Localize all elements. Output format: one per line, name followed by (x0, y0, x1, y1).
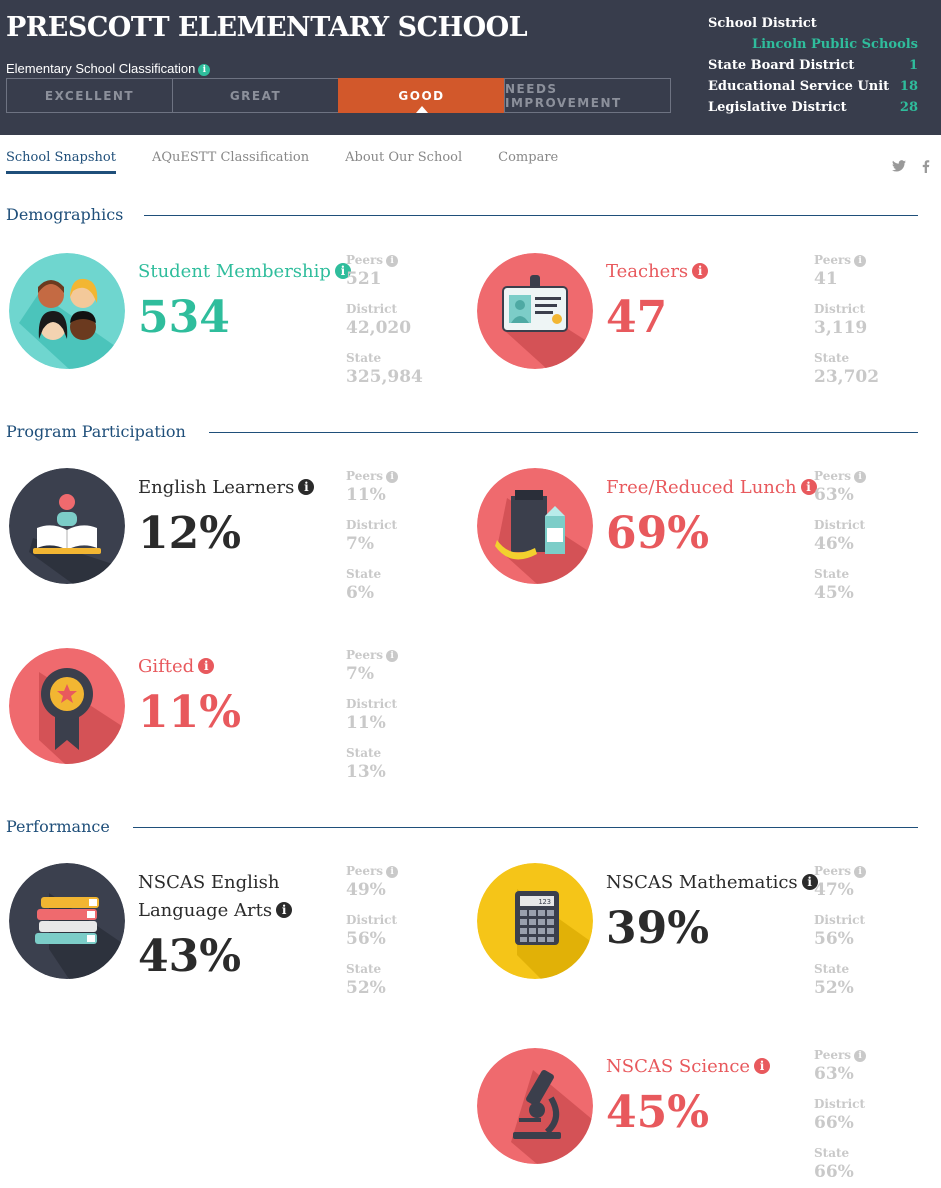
free-reduced-lunch-value: 69% (606, 508, 710, 559)
nscas-ela-label: NSCAS English Language Arts i (138, 869, 293, 925)
section-divider (209, 432, 918, 433)
school-name: PRESCOTT ELEMENTARY SCHOOL (6, 12, 528, 43)
info-icon[interactable]: i (386, 471, 399, 483)
student-membership-comparison: Peers i 521 District 42,020 State 325,984 (346, 253, 423, 387)
rating-good[interactable]: GOOD (338, 78, 505, 113)
info-icon[interactable]: i (386, 866, 399, 878)
english-learners-comparison: Peers i 11% District 7% State 6% (346, 469, 399, 603)
nscas-mathematics-comparison: Peers i 47% District 56% State 52% (814, 864, 867, 998)
nscas-ela-value: 43% (138, 931, 242, 982)
school-district-value[interactable]: Lincoln Public Schools (751, 37, 918, 52)
reader-book-icon (9, 468, 125, 584)
esu-row: Educational Service Unit 18 (708, 79, 918, 94)
tab-about-our-school[interactable]: About Our School (345, 150, 463, 165)
facebook-icon[interactable] (922, 160, 930, 177)
info-icon[interactable]: i (298, 479, 315, 495)
legislative-row: Legislative District 28 (708, 100, 918, 115)
info-icon[interactable]: i (276, 902, 293, 918)
calculator-icon: 123 (477, 863, 593, 979)
english-learners-label: English Learners i (138, 474, 315, 502)
english-learners-value: 12% (138, 508, 242, 559)
gifted-value: 11% (138, 687, 242, 738)
students-icon (9, 253, 125, 369)
section-demographics: Demographics (6, 205, 124, 224)
district-info: School District Lincoln Public Schools S… (708, 13, 918, 118)
info-icon[interactable]: i (386, 255, 399, 267)
info-icon[interactable]: i (754, 1058, 771, 1074)
section-program-participation: Program Participation (6, 422, 186, 441)
info-icon[interactable]: i (854, 1050, 867, 1062)
student-membership-value: 534 (138, 292, 230, 343)
info-icon[interactable]: i (800, 479, 817, 495)
section-performance: Performance (6, 817, 110, 836)
rating-great[interactable]: GREAT (172, 78, 339, 113)
free-reduced-lunch-label: Free/Reduced Lunch i (606, 474, 817, 502)
tab-school-snapshot[interactable]: School Snapshot (6, 150, 116, 174)
nscas-science-label: NSCAS Science i (606, 1053, 771, 1081)
id-badge-icon (477, 253, 593, 369)
classification-rating-bar: EXCELLENT GREAT GOOD NEEDS IMPROVEMENT (6, 78, 671, 113)
snapshot-tabs: School Snapshot AQuESTT Classification A… (6, 150, 594, 174)
tab-compare[interactable]: Compare (498, 150, 559, 165)
student-membership-label: Student Membership i (138, 258, 351, 286)
svg-text:123: 123 (538, 898, 551, 906)
info-icon[interactable]: i (334, 263, 351, 279)
nscas-mathematics-label: NSCAS Mathematics i (606, 869, 818, 897)
info-icon[interactable]: i (854, 866, 867, 878)
gifted-label: Gifted i (138, 653, 215, 681)
info-icon[interactable]: i (198, 64, 211, 76)
info-icon[interactable]: i (692, 263, 709, 279)
nscas-science-value: 45% (606, 1087, 710, 1138)
school-header: PRESCOTT ELEMENTARY SCHOOL Elementary Sc… (0, 0, 941, 135)
school-district-value-row: Lincoln Public Schools (708, 34, 918, 55)
section-divider (133, 827, 918, 828)
info-icon[interactable]: i (198, 658, 215, 674)
free-reduced-lunch-comparison: Peers i 63% District 46% State 45% (814, 469, 867, 603)
gifted-comparison: Peers i 7% District 11% State 13% (346, 648, 399, 782)
rating-excellent[interactable]: EXCELLENT (6, 78, 173, 113)
info-icon[interactable]: i (854, 471, 867, 483)
info-icon[interactable]: i (386, 650, 399, 662)
nscas-mathematics-value: 39% (606, 903, 710, 954)
tab-aquestt-classification[interactable]: AQuESTT Classification (151, 150, 310, 165)
teachers-value: 47 (606, 292, 668, 343)
award-ribbon-icon (9, 648, 125, 764)
state-board-row: State Board District 1 (708, 58, 918, 73)
lunch-bag-icon (477, 468, 593, 584)
info-icon[interactable]: i (854, 255, 867, 267)
info-icon[interactable]: i (801, 874, 818, 890)
nscas-science-comparison: Peers i 63% District 66% State 66% (814, 1048, 867, 1182)
nscas-ela-comparison: Peers i 49% District 56% State 52% (346, 864, 399, 998)
microscope-icon (477, 1048, 593, 1164)
classification-label: Elementary School Classification i (6, 61, 211, 76)
rating-needs-improvement[interactable]: NEEDS IMPROVEMENT (504, 78, 671, 113)
teachers-comparison: Peers i 41 District 3,119 State 23,702 (814, 253, 880, 387)
book-stack-icon (9, 863, 125, 979)
teachers-label: Teachers i (606, 258, 709, 286)
twitter-icon[interactable] (892, 160, 906, 176)
section-divider (144, 215, 918, 216)
school-district-row: School District (708, 16, 817, 31)
